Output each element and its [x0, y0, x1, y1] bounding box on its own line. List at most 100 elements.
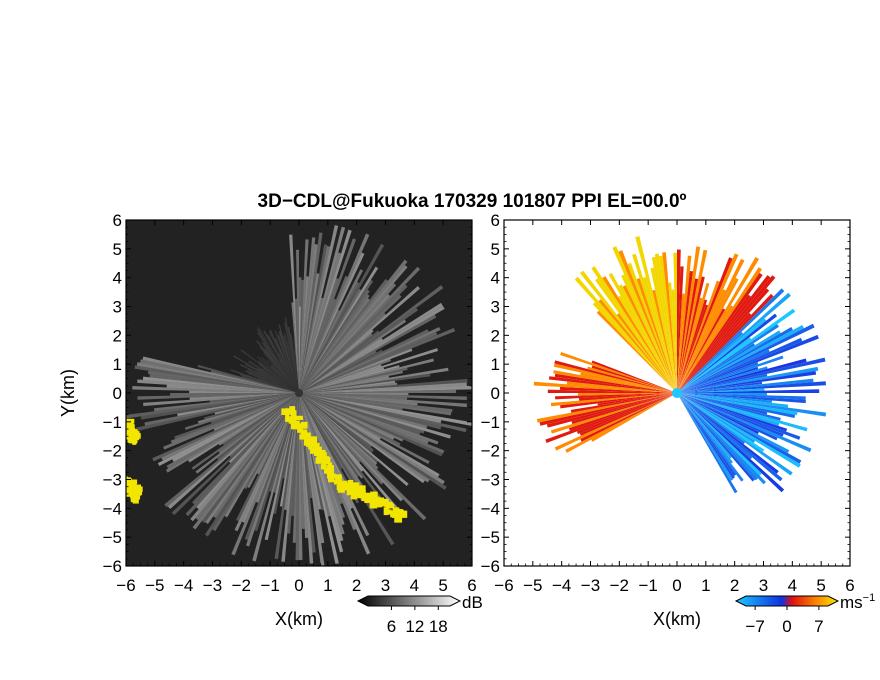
reflectivity-ray [299, 393, 370, 537]
reflectivity-ray [197, 364, 299, 393]
y-tick-label: −3 [103, 471, 122, 490]
velocity-ray [677, 393, 806, 400]
velocity-ray [677, 393, 812, 453]
reflectivity-ray [274, 393, 299, 560]
reflectivity-echo-cell [360, 488, 365, 497]
reflectivity-echo-cell [290, 410, 297, 417]
reflectivity-ray [299, 229, 352, 393]
velocity-ray [677, 393, 772, 403]
reflectivity-ray [204, 393, 299, 537]
reflectivity-echo-cell [308, 436, 314, 444]
reflectivity-ray [299, 350, 377, 393]
reflectivity-ray [189, 393, 299, 400]
reflectivity-echo-cell [309, 442, 315, 448]
y-tick-label: −2 [103, 442, 122, 461]
colorbar-tick-label: 7 [814, 617, 823, 636]
y-tick-label: 3 [113, 298, 122, 317]
velocity-ray [677, 330, 781, 393]
reflectivity-ray [299, 393, 408, 400]
reflectivity-ray [167, 393, 299, 509]
velocity-ray [677, 271, 694, 393]
velocity-ray [677, 388, 765, 393]
velocity-ray [677, 389, 820, 393]
reflectivity-echo-cell [367, 495, 374, 501]
reflectivity-ray [299, 237, 316, 393]
velocity-ray [677, 355, 784, 393]
reflectivity-ray [278, 359, 299, 393]
velocity-ray [677, 393, 788, 432]
reflectivity-echo-cell [310, 448, 317, 454]
reflectivity-ray [295, 298, 299, 393]
reflectivity-ray [299, 393, 372, 448]
reflectivity-ray [299, 393, 472, 427]
reflectivity-echo-cell [372, 496, 380, 504]
reflectivity-ray [299, 276, 309, 393]
reflectivity-echo-cell [134, 488, 143, 496]
velocity-ray [677, 318, 767, 393]
reflectivity-ray [283, 335, 299, 393]
reflectivity-ray [299, 393, 467, 401]
velocity-ray [618, 295, 677, 393]
velocity-ray [677, 381, 826, 393]
velocity-unit-exponent: −1 [863, 592, 876, 604]
reflectivity-ray [299, 393, 384, 485]
reflectivity-ray [299, 244, 328, 393]
reflectivity-ray [260, 341, 299, 393]
reflectivity-echo-cell [385, 509, 392, 515]
reflectivity-echo-cell [347, 479, 354, 488]
reflectivity-ray [299, 269, 364, 393]
reflectivity-ray [234, 393, 299, 532]
reflectivity-ray [299, 393, 345, 535]
velocity-ray [650, 267, 677, 393]
reflectivity-ray [299, 385, 472, 393]
reflectivity-echo-cell [289, 406, 296, 414]
reflectivity-colorbar-unit: dB [462, 593, 483, 612]
reflectivity-ray [299, 389, 457, 393]
reflectivity-ray [299, 277, 302, 393]
reflectivity-ray [134, 365, 299, 393]
velocity-ray [677, 276, 705, 393]
reflectivity-ray [299, 393, 343, 470]
reflectivity-echo-cell [130, 493, 136, 501]
y-tick-label: 5 [491, 240, 500, 259]
velocity-ray [677, 393, 827, 417]
velocity-ray [677, 343, 755, 393]
reflectivity-ray [299, 273, 320, 393]
reflectivity-echo-cell [361, 492, 369, 497]
reflectivity-ray [299, 327, 456, 393]
velocity-ray [677, 393, 801, 468]
reflectivity-ray [262, 342, 299, 393]
reflectivity-ray [299, 365, 400, 393]
reflectivity-ray [286, 340, 299, 393]
y-tick-label: 1 [491, 355, 500, 374]
reflectivity-ray [230, 369, 299, 393]
reflectivity-ray [299, 393, 374, 452]
reflectivity-ray [137, 379, 299, 393]
velocity-ray [677, 373, 768, 393]
reflectivity-ray [299, 393, 350, 490]
reflectivity-ray [196, 393, 299, 510]
velocity-ray [677, 393, 796, 418]
velocity-ray [677, 371, 817, 393]
reflectivity-ray [299, 348, 413, 393]
reflectivity-ray [192, 393, 299, 530]
velocity-ray [677, 278, 699, 393]
reflectivity-ray [258, 361, 299, 393]
reflectivity-ray [144, 393, 299, 426]
velocity-ray [550, 393, 677, 434]
velocity-ray [677, 393, 780, 426]
velocity-ray [560, 393, 677, 409]
velocity-ray [677, 393, 765, 452]
velocity-colorbar-unit: ms−1 [840, 592, 875, 612]
colorbar-tick-label: −7 [745, 617, 764, 636]
reflectivity-ray [258, 364, 299, 393]
reflectivity-ray [299, 393, 364, 479]
velocity-ray [677, 393, 768, 415]
velocity-ray [554, 373, 677, 393]
reflectivity-ray [205, 393, 299, 525]
reflectivity-ray [299, 393, 364, 501]
reflectivity-ray [281, 393, 299, 562]
velocity-ray [554, 360, 677, 393]
velocity-ray [677, 393, 779, 474]
